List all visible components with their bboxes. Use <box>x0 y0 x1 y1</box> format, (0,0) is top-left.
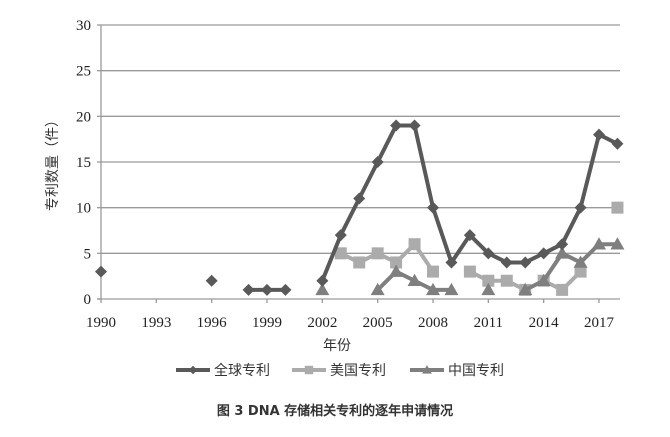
x-axis-ticks: 1990 1993 1996 1999 2002 2005 2008 2011 2014 2017 <box>86 299 615 331</box>
diamond-marker <box>279 283 292 296</box>
triangle-marker <box>370 282 385 296</box>
diamond-marker <box>556 238 569 251</box>
square-marker <box>556 283 569 296</box>
diamond-marker <box>611 137 624 150</box>
diamond-marker <box>205 274 218 287</box>
triangle-marker <box>426 282 440 296</box>
x-tick-label: 2014 <box>529 315 560 331</box>
y-tick-label: 15 <box>76 155 91 171</box>
y-tick-label: 30 <box>76 18 91 34</box>
x-tick-label: 1993 <box>141 315 171 331</box>
diamond-marker <box>408 119 421 132</box>
legend-label: 中国专利 <box>448 363 504 379</box>
patent-line-chart: 0 5 10 15 20 25 30 1990 1993 1996 1999 2002 2005 200… <box>45 18 625 379</box>
square-marker <box>482 274 495 287</box>
square-marker <box>574 265 587 278</box>
diamond-marker <box>427 201 439 214</box>
y-tick-label: 25 <box>76 64 91 80</box>
series-0 <box>95 119 624 296</box>
y-axis-title: 专利数量（件） <box>45 113 61 211</box>
x-tick-label: 1996 <box>197 315 228 331</box>
y-tick-label: 20 <box>76 109 91 125</box>
square-marker <box>334 247 347 260</box>
square-marker <box>304 365 314 375</box>
diamond-marker <box>390 119 403 132</box>
gridlines <box>101 24 620 254</box>
triangle-marker <box>555 246 570 259</box>
triangle-marker <box>444 282 459 296</box>
figure-caption: 图 3 DNA 存储相关专利的逐年申请情况 <box>216 404 454 419</box>
series-2 <box>315 237 625 296</box>
x-tick-label: 2017 <box>584 315 615 331</box>
triangle-marker <box>592 237 606 250</box>
diamond-marker <box>95 265 107 278</box>
triangle-marker <box>481 282 496 296</box>
square-marker <box>390 256 403 269</box>
x-tick-label: 1999 <box>252 315 282 331</box>
triangle-marker <box>536 273 551 286</box>
diamond-marker <box>316 274 329 287</box>
y-tick-label: 10 <box>76 201 91 217</box>
y-axis-ticks: 0 5 10 15 20 25 30 <box>76 18 101 308</box>
diamond-marker <box>445 256 458 269</box>
y-tick-label: 5 <box>84 246 92 262</box>
square-marker <box>500 274 513 287</box>
y-tick-label: 0 <box>84 292 92 308</box>
diamond-marker <box>500 256 513 269</box>
series-1 <box>334 201 624 296</box>
diamond-marker <box>537 247 550 260</box>
diamond-marker <box>261 283 273 296</box>
diamond-marker <box>188 365 198 375</box>
diamond-marker <box>242 283 255 296</box>
diamond-marker <box>334 229 347 242</box>
legend-label: 全球专利 <box>214 362 270 379</box>
square-marker <box>463 265 476 278</box>
x-tick-label: 2002 <box>307 315 337 331</box>
x-tick-label: 2011 <box>474 315 503 331</box>
square-marker <box>371 247 384 260</box>
x-axis-title: 年份 <box>323 338 351 354</box>
x-tick-label: 2008 <box>418 315 448 331</box>
triangle-marker <box>422 365 432 374</box>
diamond-marker <box>371 156 384 168</box>
legend-label: 美国专利 <box>330 363 386 379</box>
square-marker <box>427 265 439 278</box>
triangle-marker <box>573 255 588 268</box>
square-marker <box>611 201 624 214</box>
triangle-marker <box>407 273 422 286</box>
square-marker <box>353 256 366 269</box>
square-marker <box>408 238 421 251</box>
legend: 全球专利 美国专利 中国专利 <box>176 362 504 379</box>
x-tick-label: 1990 <box>86 315 116 331</box>
diamond-marker <box>519 256 532 269</box>
diamond-marker <box>593 128 605 141</box>
diamond-marker <box>353 192 366 205</box>
data-series <box>95 119 625 296</box>
triangle-marker <box>389 264 404 277</box>
diamond-marker <box>463 229 476 242</box>
triangle-marker <box>315 282 330 296</box>
diamond-marker <box>574 201 587 214</box>
triangle-marker <box>518 282 533 296</box>
diamond-marker <box>482 247 495 260</box>
x-tick-label: 2005 <box>363 315 393 331</box>
triangle-marker <box>610 237 625 250</box>
